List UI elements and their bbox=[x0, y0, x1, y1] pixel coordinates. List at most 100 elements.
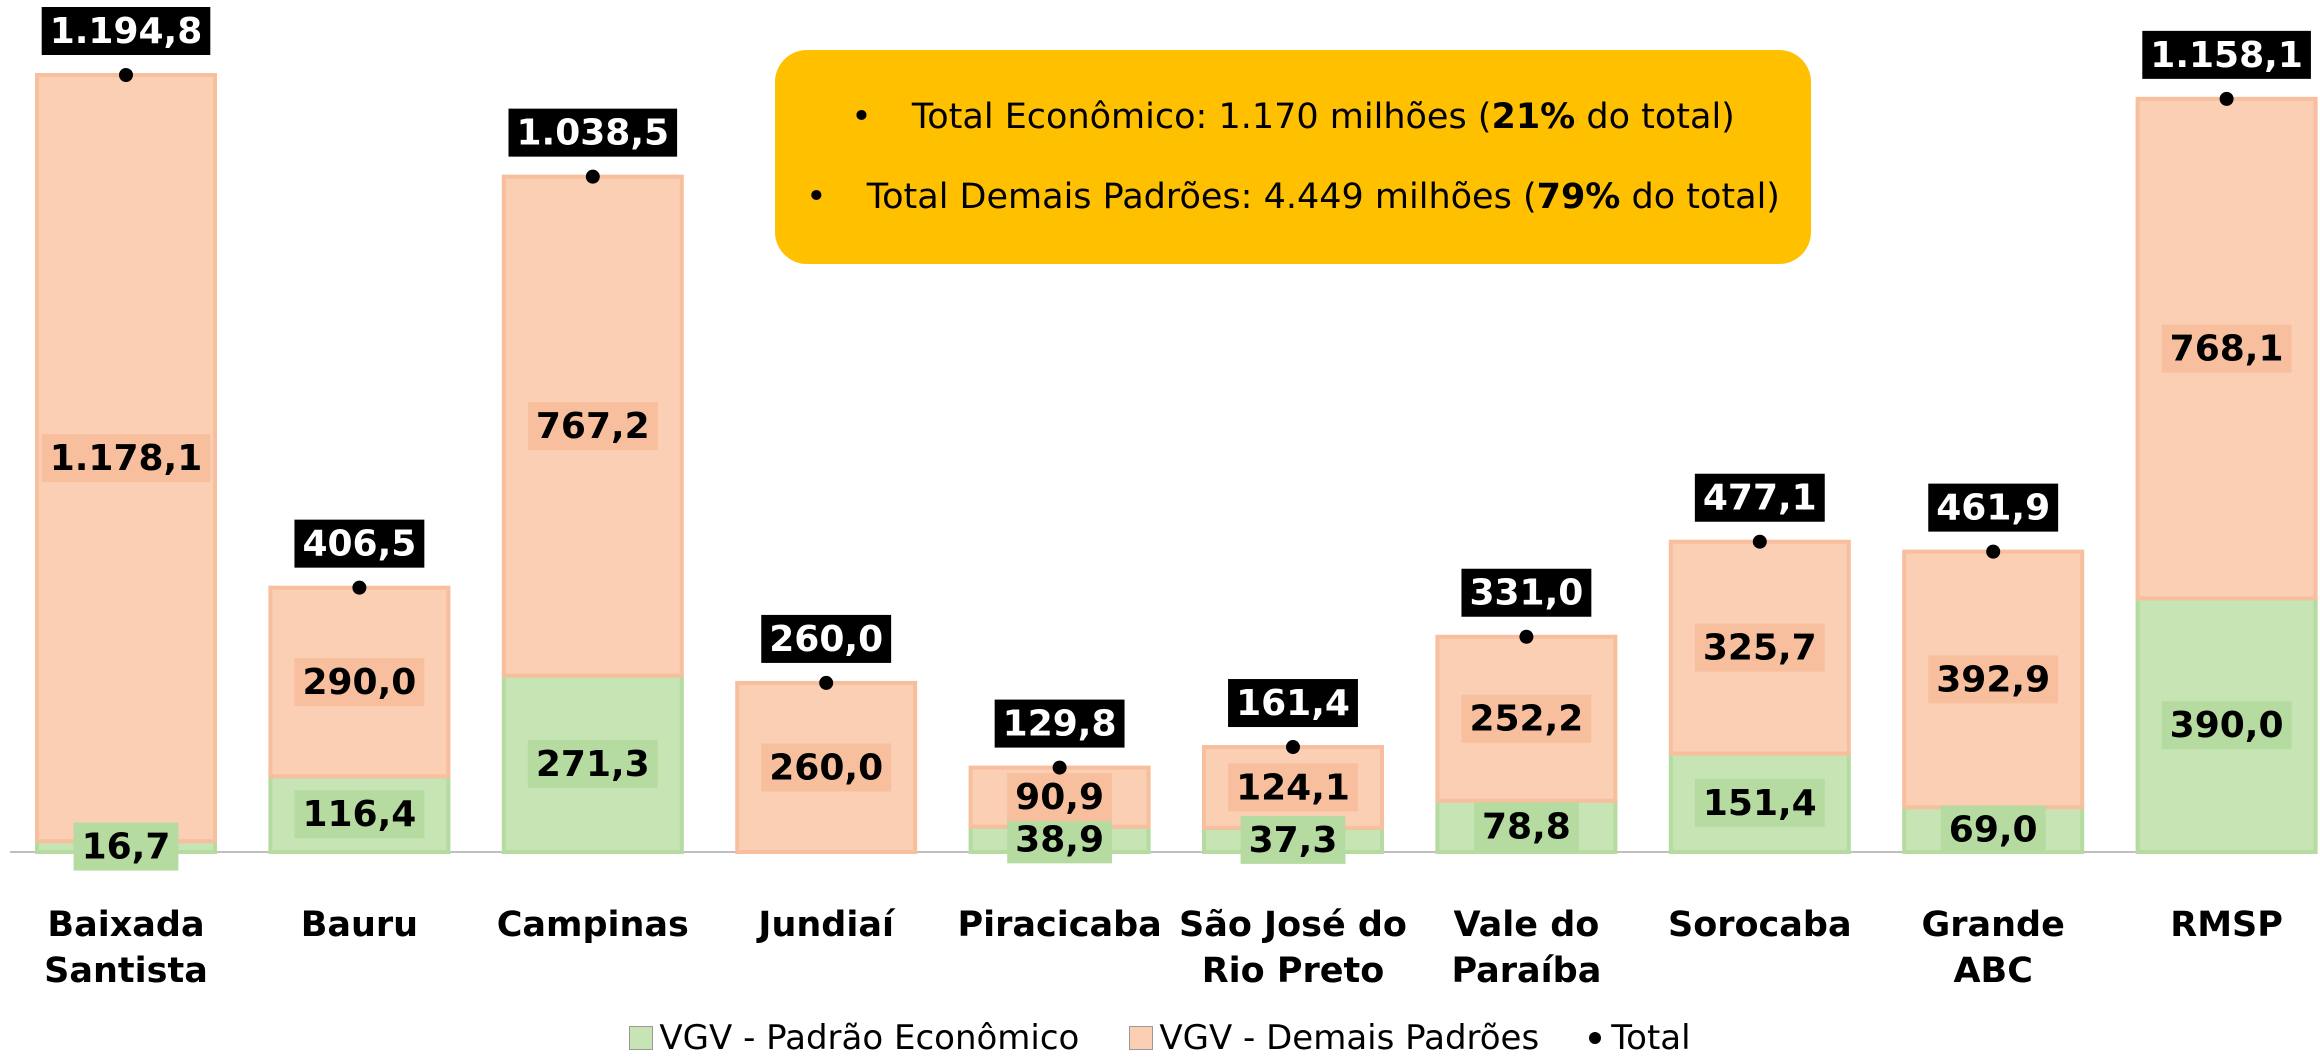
annotation-box: • Total Econômico: 1.170 milhões (21% do … bbox=[775, 50, 1811, 264]
bullet: • bbox=[851, 97, 872, 137]
data-label-bg bbox=[1228, 679, 1358, 728]
legend-label: VGV - Padrão Econômico bbox=[659, 1018, 1080, 1058]
total-dot bbox=[352, 580, 367, 595]
data-label-bg bbox=[1940, 805, 2046, 854]
data-label-bg bbox=[527, 402, 658, 451]
data-label-group: 37,3 bbox=[1240, 815, 1346, 864]
data-label-bg bbox=[1473, 802, 1579, 851]
data-label: 325,7 bbox=[1703, 628, 1817, 669]
data-label: 38,9 bbox=[1015, 819, 1104, 860]
data-label-bg bbox=[294, 658, 425, 707]
bullet: • bbox=[806, 177, 827, 217]
data-label-group: 331,0 bbox=[1461, 568, 1592, 617]
data-label: 271,3 bbox=[536, 744, 650, 785]
data-label-bg bbox=[1694, 473, 1825, 522]
data-label-group: 16,7 bbox=[73, 822, 179, 871]
data-label: 116,4 bbox=[302, 794, 416, 835]
data-label: 90,9 bbox=[1015, 777, 1104, 818]
data-label-group: 768,1 bbox=[2161, 324, 2292, 373]
data-label-group: 252,2 bbox=[1461, 694, 1592, 743]
data-label: 768,1 bbox=[2170, 329, 2284, 370]
x-tick-label: RMSP bbox=[2170, 905, 2283, 945]
annotation-line: • Total Econômico: 1.170 milhões (21% do … bbox=[851, 97, 1735, 137]
x-tick-label: Piracicaba bbox=[957, 905, 1162, 945]
data-label-bg bbox=[761, 743, 892, 792]
annotation-line: • Total Demais Padrões: 4.449 milhões (79… bbox=[806, 177, 1780, 217]
data-label-group: 290,0 bbox=[294, 658, 425, 707]
data-label-group: 116,4 bbox=[294, 790, 425, 839]
data-label-bg bbox=[294, 519, 425, 568]
x-tick-label: Baixada Santista bbox=[44, 905, 208, 991]
data-label-group: 1.178,1 bbox=[41, 434, 211, 483]
x-tick-label: Grande ABC bbox=[1921, 905, 2065, 991]
total-dot bbox=[1286, 740, 1300, 755]
data-label-bg bbox=[2142, 30, 2311, 79]
data-label-group: 38,9 bbox=[1007, 815, 1113, 864]
data-label: 161,4 bbox=[1236, 683, 1350, 724]
annotation-text: 79% bbox=[1536, 177, 1621, 217]
data-label: 129,8 bbox=[1003, 704, 1117, 745]
data-label: 392,9 bbox=[1936, 659, 2050, 700]
legend-swatch bbox=[629, 1026, 654, 1050]
annotation-text: do total) bbox=[1620, 177, 1780, 217]
annotation-text: do total) bbox=[1575, 97, 1735, 137]
data-label-group: 477,1 bbox=[1694, 473, 1825, 522]
data-label-group: 124,1 bbox=[1228, 763, 1358, 812]
legend-swatch bbox=[1129, 1026, 1154, 1050]
annotation-text: Total Econômico: 1.170 milhões ( bbox=[911, 97, 1492, 137]
data-label-group: 271,3 bbox=[527, 739, 658, 788]
data-label-bg bbox=[1461, 694, 1592, 743]
total-dot bbox=[2219, 91, 2234, 106]
data-label-group: 260,0 bbox=[761, 743, 892, 792]
data-label-group: 461,9 bbox=[1928, 483, 2059, 532]
data-label: 124,1 bbox=[1236, 767, 1350, 808]
data-label: 252,2 bbox=[1469, 699, 1583, 740]
data-label: 1.194,8 bbox=[50, 11, 203, 52]
data-label-group: 78,8 bbox=[1473, 802, 1579, 851]
data-label-group: 1.158,1 bbox=[2142, 30, 2311, 79]
data-label-bg bbox=[2161, 324, 2292, 373]
data-label-bg bbox=[1461, 568, 1592, 617]
legend-item: VGV - Padrão Econômico bbox=[629, 1018, 1079, 1058]
data-label-group: 325,7 bbox=[1694, 623, 1825, 672]
annotation-text: Total Demais Padrões: 4.449 milhões ( bbox=[866, 177, 1537, 217]
legend-item: VGV - Demais Padrões bbox=[1129, 1018, 1539, 1058]
total-dot bbox=[1519, 629, 1534, 644]
data-label: 767,2 bbox=[536, 406, 650, 447]
total-dot bbox=[585, 169, 600, 184]
total-dot bbox=[119, 68, 133, 82]
legend-label: VGV - Demais Padrões bbox=[1159, 1018, 1540, 1058]
data-label-bg bbox=[1240, 815, 1346, 864]
x-tick-label: São José do Rio Preto bbox=[1179, 905, 1407, 991]
data-label-bg bbox=[41, 7, 211, 55]
data-label-bg bbox=[1694, 623, 1825, 672]
data-label: 16,7 bbox=[82, 827, 171, 868]
data-label: 461,9 bbox=[1936, 488, 2050, 529]
total-dot bbox=[819, 675, 834, 690]
data-label-bg bbox=[1228, 763, 1358, 812]
data-label: 331,0 bbox=[1469, 573, 1583, 614]
total-dot bbox=[1986, 544, 2001, 559]
data-label: 1.158,1 bbox=[2150, 35, 2303, 76]
x-tick-label: Vale do Paraíba bbox=[1451, 905, 1602, 991]
data-label: 290,0 bbox=[302, 662, 416, 703]
data-label-group: 1.194,8 bbox=[41, 7, 211, 55]
data-label: 1.178,1 bbox=[50, 438, 203, 479]
data-label: 390,0 bbox=[2170, 705, 2284, 746]
annotation-text: 21% bbox=[1491, 97, 1576, 137]
data-label-bg bbox=[294, 790, 425, 839]
data-label-group: 406,5 bbox=[294, 519, 425, 568]
x-tick-label: Campinas bbox=[496, 905, 689, 945]
data-label: 260,0 bbox=[769, 619, 883, 660]
data-label-bg bbox=[1007, 773, 1113, 822]
data-label-group: 151,4 bbox=[1694, 778, 1825, 827]
data-label: 69,0 bbox=[1949, 810, 2038, 851]
data-label-bg bbox=[508, 108, 678, 157]
data-label-group: 767,2 bbox=[527, 402, 658, 451]
data-label: 260,0 bbox=[769, 747, 883, 788]
data-label-bg bbox=[41, 434, 211, 483]
data-label: 151,4 bbox=[1703, 783, 1817, 824]
data-label-bg bbox=[1007, 815, 1113, 864]
